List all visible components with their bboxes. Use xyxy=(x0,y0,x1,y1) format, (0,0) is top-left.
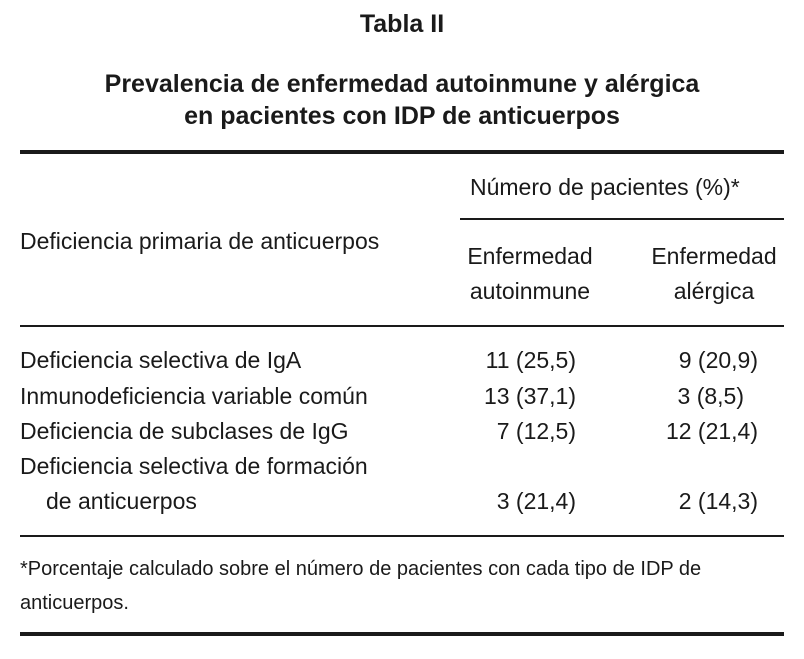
header-rule xyxy=(20,325,784,327)
table-label: Tabla II xyxy=(359,10,445,38)
col-alergica-header-line-1: Enfermedad xyxy=(651,243,777,269)
footnote-line-1: *Porcentaje calculado sobre el número de… xyxy=(20,558,702,580)
cell-autoinmune: 11 (25,5) xyxy=(485,347,576,373)
body-rule xyxy=(20,535,784,537)
row-header: Deficiencia primaria de anticuerpos xyxy=(20,228,380,254)
cell-alergica: 3 (8,5) xyxy=(677,383,744,409)
top-rule xyxy=(20,150,784,154)
cell-alergica: 2 (14,3) xyxy=(678,488,758,514)
row-label-line-1: Deficiencia selectiva de formación xyxy=(20,453,368,479)
cell-autoinmune: 3 (21,4) xyxy=(496,488,576,514)
cell-autoinmune: 13 (37,1) xyxy=(483,383,576,409)
row-label: Deficiencia de subclases de IgG xyxy=(20,418,349,444)
cell-alergica: 12 (21,4) xyxy=(665,418,758,444)
col-alergica-header-line-2: alérgica xyxy=(673,278,755,304)
col-autoinmune-header-line-1: Enfermedad xyxy=(467,243,593,269)
footnote-line-2: anticuerpos. xyxy=(20,592,129,614)
col-autoinmune-header-line-2: autoinmune xyxy=(469,278,591,304)
cell-autoinmune: 7 (12,5) xyxy=(496,418,576,444)
group-header: Número de pacientes (%)* xyxy=(470,174,740,200)
row-label-line-2: de anticuerpos xyxy=(46,488,197,514)
row-label: Inmunodeficiencia variable común xyxy=(20,383,368,409)
table-title-line-1: Prevalencia de enfermedad autoinmune y a… xyxy=(104,70,700,98)
table-title-line-2: en pacientes con IDP de anticuerpos xyxy=(184,102,620,130)
row-label: Deficiencia selectiva de IgA xyxy=(20,347,302,373)
group-header-rule xyxy=(460,218,784,220)
bottom-rule xyxy=(20,632,784,636)
cell-alergica: 9 (20,9) xyxy=(678,347,758,373)
